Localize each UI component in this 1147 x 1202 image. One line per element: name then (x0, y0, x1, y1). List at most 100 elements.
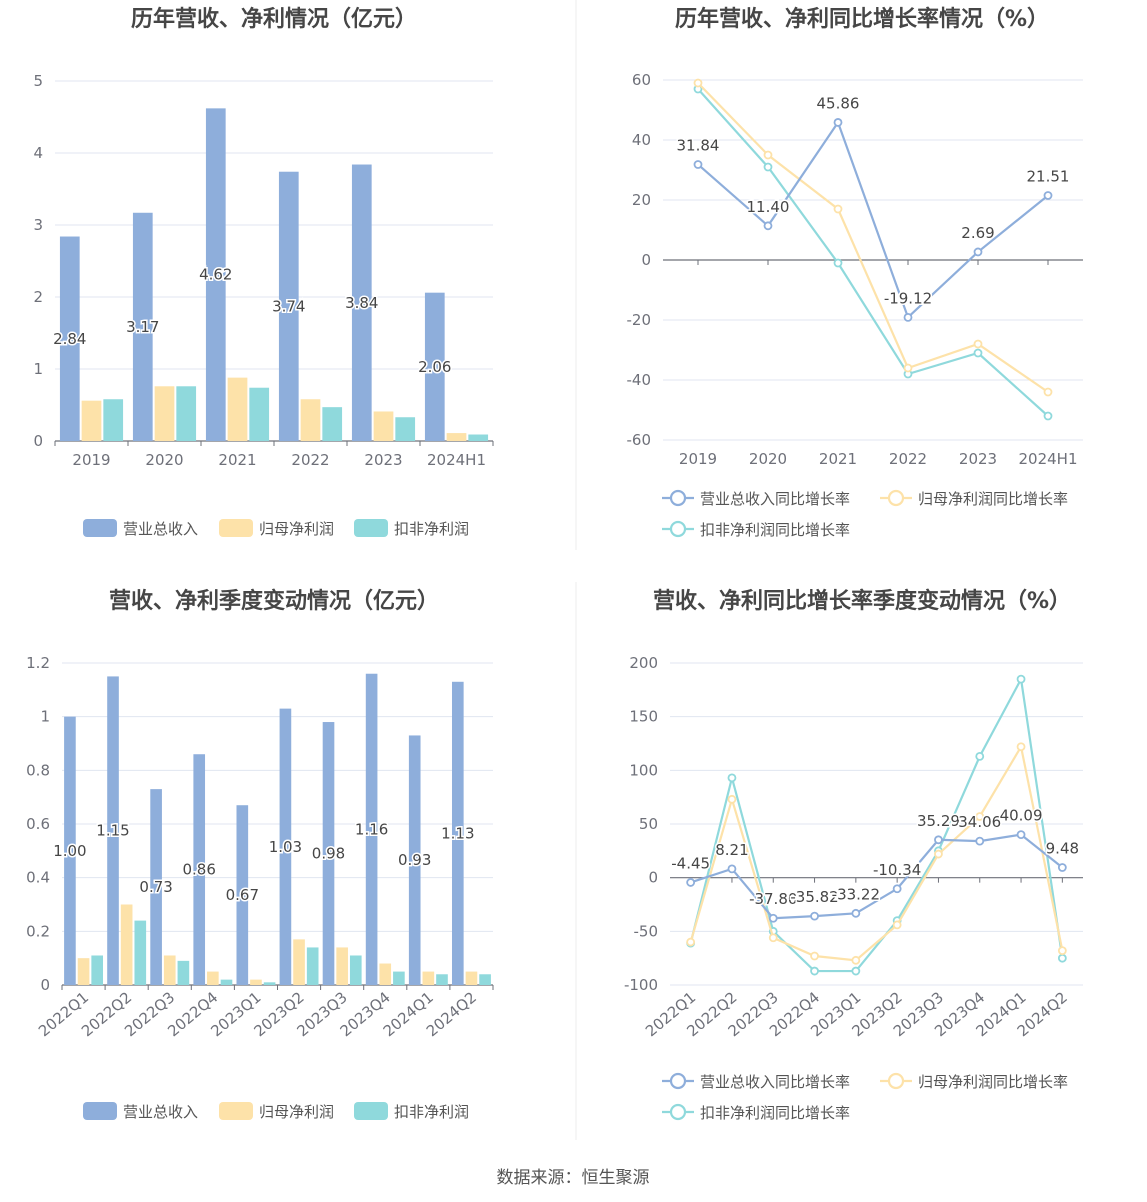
bar-deducted-profit (306, 947, 319, 985)
bar-net-profit (293, 939, 305, 985)
point-value-label: 40.09 (1000, 807, 1043, 825)
y-tick-label: 60 (632, 71, 651, 89)
y-tick-label: 0.4 (26, 869, 50, 887)
bar-revenue (279, 708, 292, 985)
y-tick-label: 100 (629, 761, 658, 779)
y-tick-label: -40 (627, 371, 652, 389)
point-value-label: -4.45 (671, 854, 710, 872)
data-point (768, 933, 778, 943)
legend-label: 扣非净利润同比增长率 (700, 1104, 850, 1122)
series-line-revenue-growth (690, 833, 1064, 920)
point-value-label: -37.80 (749, 890, 797, 908)
bar-net-profit (163, 955, 176, 985)
bar-value-label: 0.73 (139, 878, 172, 896)
x-tick-label: 2023 (364, 451, 402, 469)
y-tick-label: 3 (33, 216, 43, 234)
y-tick-label: 0.6 (26, 815, 50, 833)
legend-marker (669, 1103, 687, 1121)
series-line-revenue-growth (697, 120, 1049, 320)
bar-net-profit (154, 386, 175, 441)
y-tick-label: -50 (634, 922, 659, 940)
bar-revenue (365, 673, 378, 985)
series-line-deducted-profit-growth (689, 675, 1064, 973)
bar-net-profit (465, 971, 478, 985)
legend-swatch (83, 519, 117, 537)
x-tick-label: 2019 (72, 451, 110, 469)
bar-deducted-profit (176, 386, 197, 441)
legend-marker (669, 489, 687, 507)
series-line-deducted-profit-growth (697, 88, 1049, 417)
bar-value-label: 2.06 (418, 358, 451, 376)
bar-revenue (59, 236, 80, 441)
bar-deducted-profit (349, 955, 362, 985)
point-value-label: 45.86 (817, 94, 860, 112)
data-point (1057, 863, 1067, 872)
bar-net-profit (373, 411, 394, 441)
data-point (693, 78, 703, 88)
data-point (833, 258, 843, 268)
data-point (934, 835, 943, 845)
bar-revenue (322, 722, 335, 985)
point-value-label: 2.69 (961, 224, 994, 242)
legend-label: 扣非净利润 (394, 1103, 469, 1121)
point-value-label: 9.48 (1046, 839, 1079, 857)
bar-revenue (351, 164, 372, 441)
data-point (903, 312, 913, 322)
y-tick-label: -100 (624, 976, 658, 994)
data-point (973, 247, 983, 257)
bar-revenue (451, 681, 464, 985)
bar-value-label: 3.17 (126, 318, 159, 336)
bar-value-label: 0.93 (398, 851, 431, 869)
y-tick-label: 0.8 (26, 761, 50, 779)
legend-label: 归母净利润 (259, 1103, 334, 1121)
point-value-label: -35.82 (790, 888, 838, 906)
bar-net-profit (77, 958, 90, 985)
bar-net-profit (422, 971, 435, 985)
y-tick-label: -60 (627, 431, 652, 449)
point-value-label: -10.34 (873, 861, 921, 879)
bar-deducted-profit (134, 920, 147, 985)
chart-title: 历年营收、净利情况（亿元） (131, 6, 417, 32)
legend-marker (669, 520, 687, 538)
x-tick-label: 2021 (819, 450, 857, 468)
bar-revenue (132, 212, 153, 441)
bar-deducted-profit (468, 434, 489, 441)
y-tick-label: 0 (40, 976, 50, 994)
bar-net-profit (120, 904, 133, 985)
y-tick-label: 20 (632, 191, 651, 209)
bar-deducted-profit (220, 979, 233, 985)
data-point (833, 118, 843, 127)
data-point (727, 794, 737, 804)
y-tick-label: 0 (641, 251, 651, 269)
point-value-label: 21.51 (1027, 167, 1070, 185)
point-value-label: 35.29 (917, 812, 960, 830)
data-point (727, 864, 737, 874)
bar-revenue (193, 754, 206, 985)
data-point (851, 955, 861, 965)
bar-net-profit (300, 399, 321, 441)
annual-growth-chart: 历年营收、净利同比增长率情况（%） -60 -40 -20 0 20 40 60 2019 202… (627, 6, 1083, 539)
data-point (763, 150, 773, 160)
legend-label: 归母净利润同比增长率 (918, 1073, 1068, 1091)
bar-revenue (64, 716, 76, 985)
point-value-label: -33.22 (832, 885, 880, 903)
bar-net-profit (207, 971, 219, 985)
bar-revenue (150, 789, 162, 985)
data-point (763, 162, 773, 172)
bar-deducted-profit (479, 974, 491, 985)
data-point (810, 966, 819, 976)
bar-net-profit (227, 377, 248, 441)
bar-value-label: 0.98 (312, 845, 345, 863)
bar-value-label: 4.62 (199, 266, 232, 284)
x-tick-label: 2024H1 (1019, 450, 1078, 468)
bar-net-profit (446, 433, 467, 441)
data-source-note: 数据来源：恒生聚源 (497, 1168, 650, 1188)
bar-revenue (107, 676, 119, 985)
data-point (1043, 191, 1053, 200)
data-point (851, 908, 861, 918)
y-tick-label: 50 (639, 815, 658, 833)
chart-title: 营收、净利季度变动情况（亿元） (109, 588, 439, 614)
bar-value-label: 1.03 (269, 838, 302, 856)
legend-marker (887, 489, 905, 507)
bar-value-label: 1.15 (96, 822, 129, 840)
